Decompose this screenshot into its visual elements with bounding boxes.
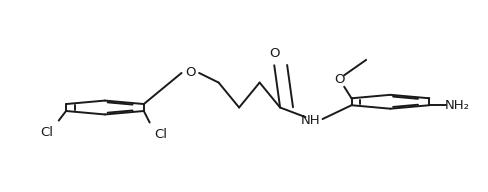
Text: NH₂: NH₂ xyxy=(445,99,469,112)
Text: O: O xyxy=(185,66,196,79)
Text: Cl: Cl xyxy=(154,127,167,141)
Text: O: O xyxy=(334,73,345,86)
Text: Cl: Cl xyxy=(40,126,53,139)
Text: O: O xyxy=(269,47,280,60)
Text: NH: NH xyxy=(301,114,320,127)
